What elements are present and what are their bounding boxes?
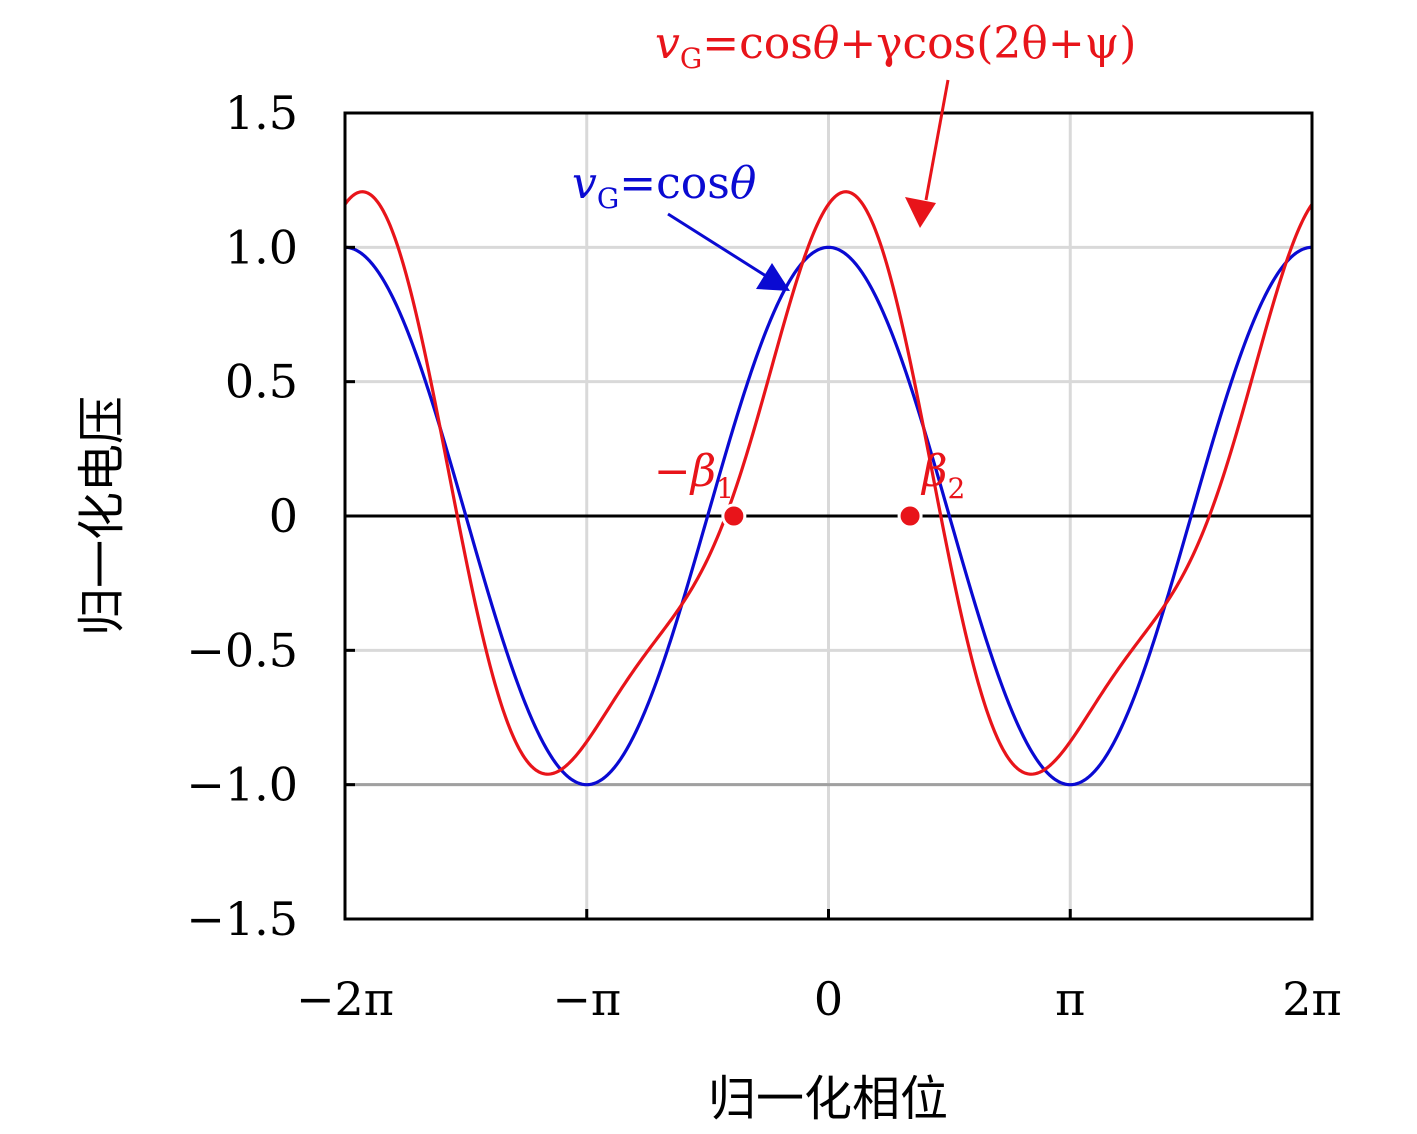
annotation-cos-arrowhead xyxy=(756,263,790,291)
x-axis-title: 归一化相位 xyxy=(708,1071,948,1127)
y-tick-label: −1.5 xyxy=(186,892,298,946)
y-tick-label: 1.0 xyxy=(225,220,298,274)
series-line-cos xyxy=(344,245,1313,787)
annotation-cos-arrow-shaft xyxy=(667,212,767,278)
annotation-harmonic-arrowhead xyxy=(905,197,936,228)
ticks xyxy=(343,111,1314,921)
y-tick-labels: 1.5 1.0 0.5 0 −0.5 −1.0 −1.5 xyxy=(186,86,298,946)
y-tick-label: 0.5 xyxy=(225,355,298,409)
x-tick-labels: −2π −π 0 π 2π xyxy=(296,972,1342,1026)
y-tick-label: −1.0 xyxy=(186,758,298,812)
y-tick-label: 1.5 xyxy=(225,86,298,140)
x-tick-label: −2π xyxy=(296,972,394,1026)
x-tick-label: −π xyxy=(552,972,621,1026)
x-tick-label: 2π xyxy=(1282,972,1342,1026)
annotation-harmonic: vG=cosθ+γcos(2θ+ψ) xyxy=(655,18,1136,75)
reference-lines xyxy=(345,514,1312,787)
series-line-harmonic xyxy=(343,190,1314,776)
y-tick-label: −0.5 xyxy=(186,623,298,677)
markers: −β1 β2 xyxy=(654,446,965,529)
y-tick-label: 0 xyxy=(269,489,298,543)
x-tick-label: π xyxy=(1055,972,1085,1026)
series-group xyxy=(343,190,1314,787)
annotation-cos: vG=cosθ xyxy=(572,158,756,215)
beta2-marker xyxy=(897,503,923,529)
beta1-label: −β1 xyxy=(654,446,734,505)
y-axis-title: 归一化电压 xyxy=(74,396,130,636)
beta1-marker xyxy=(721,503,747,529)
x-tick-label: 0 xyxy=(814,972,843,1026)
beta2-label: β2 xyxy=(920,446,965,505)
annotation-harmonic-arrow-shaft xyxy=(924,79,950,201)
